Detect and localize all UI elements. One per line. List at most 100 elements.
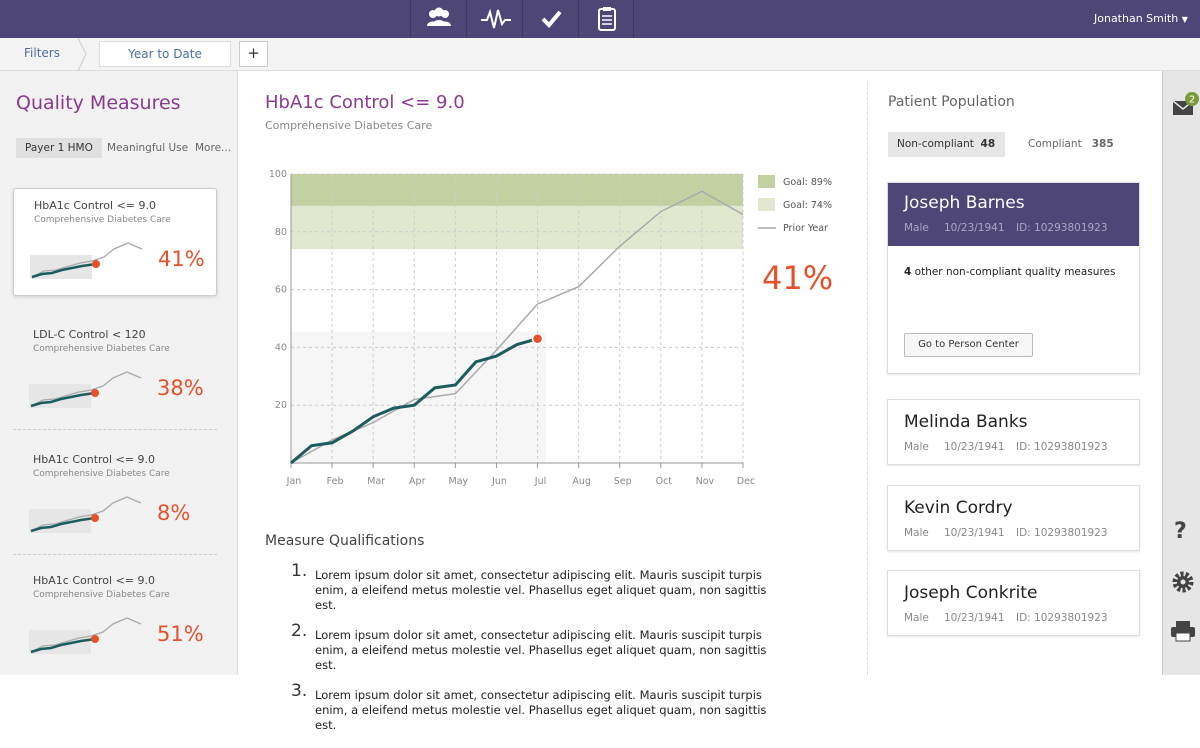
sidebar-title: Quality Measures [16,92,181,114]
x-tick-label: Jan [286,476,302,487]
x-tick-label: May [449,476,469,487]
measure-card[interactable]: LDL-C Control < 120 Comprehensive Diabete… [13,318,217,426]
detail-text: 4 other non-compliant quality measures [904,266,1115,278]
x-tick-label: Mar [367,476,385,487]
tab[interactable]: Non-compliant 48 [888,132,1005,157]
patient-name: Joseph Conkrite [904,583,1038,603]
x-tick-label: Feb [327,476,344,487]
y-tick-label: 60 [275,285,287,296]
patient-dob: 10/23/1941 [944,527,1005,539]
measure-card[interactable]: HbA1c Control <= 9.0 Comprehensive Diabet… [13,188,217,296]
tab[interactable]: Payer 1 HMO [16,138,102,158]
data-line [290,337,538,465]
x-tick-label: Apr [409,476,426,487]
people-button[interactable] [410,0,466,38]
patient-sex: Male [904,527,929,539]
card-value: 41% [158,247,205,271]
x-tick-label: Sep [614,476,632,487]
patient-id: ID: 10293801923 [1016,527,1108,539]
x-tick-label: Oct [656,476,673,487]
card-subtitle: Comprehensive Diabetes Care [34,215,171,225]
patient-name: Melinda Banks [904,412,1028,432]
patient-name: Kevin Cordry [904,498,1013,518]
add-button[interactable]: + [239,41,268,67]
tab[interactable]: More... [195,142,232,154]
tab-label: Non-compliant [897,138,974,150]
vitals-button[interactable] [466,0,522,38]
detail-label: other non-compliant quality measures [911,266,1116,278]
tab-count: 48 [980,138,996,150]
tab[interactable]: Meaningful Use [107,142,189,154]
y-tick-label: 100 [269,169,287,180]
patient-card[interactable]: Joseph Barnes Male 10/23/1941 ID: 102938019… [887,182,1140,374]
tasks-button[interactable] [522,0,578,38]
sparkline [29,371,142,408]
x-tick-label: Nov [696,476,715,487]
legend-label: Prior Year [783,223,828,234]
chart-subtitle: Comprehensive Diabetes Care [265,119,433,132]
card-value: 8% [157,501,191,525]
print-button[interactable] [1170,619,1196,643]
tab-count: 385 [1091,138,1114,150]
patient-sex: Male [904,222,929,234]
measure-card[interactable]: HbA1c Control <= 9.0 Comprehensive Diabet… [13,443,217,551]
help-button[interactable]: ? [1174,519,1187,544]
patient-dob: 10/23/1941 [944,222,1005,234]
tab-label: Compliant [1028,138,1082,150]
patient-sex: Male [904,612,929,624]
legend-label: Goal: 74% [783,200,832,211]
mail-button[interactable]: 2 [1172,91,1200,121]
user-name: Jonathan Smith [1094,12,1179,25]
measure-card[interactable]: HbA1c Control <= 9.0 Comprehensive Diabet… [13,564,217,672]
end-point [531,332,544,345]
patient-name: Joseph Barnes [904,193,1025,213]
chart: 20 40 60 80 100 Jan Feb Mar Apr May Jun Jul Aug Sep Oc… [269,169,833,487]
detail-count: 4 [904,266,912,278]
panel-title: Patient Population [888,94,1015,110]
tab[interactable]: Compliant 385 [1028,132,1114,157]
patient-id: ID: 10293801923 [1016,441,1108,453]
card-subtitle: Comprehensive Diabetes Care [33,590,170,600]
legend-swatch [758,175,775,188]
section-title: Measure Qualifications [265,533,425,549]
patient-dob: 10/23/1941 [944,612,1005,624]
qualification: Lorem ipsum dolor sit amet, consectetur … [291,564,767,612]
chart-title: HbA1c Control <= 9.0 [265,92,465,113]
y-tick-label: 20 [275,400,287,411]
qualification: Lorem ipsum dolor sit amet, consectetur … [291,624,767,672]
patient-sex: Male [904,441,929,453]
card-title: LDL-C Control < 120 [33,328,146,341]
legend-label: Goal: 89% [783,177,832,188]
x-tick-label: Jun [491,476,507,487]
card-value: 38% [157,376,204,400]
x-tick-label: Jul [534,476,546,487]
patient-card[interactable]: Melinda Banks Male 10/23/1941 ID: 102938019… [887,399,1140,465]
goal-band [291,174,743,206]
legend-swatch [758,198,775,211]
card-title: HbA1c Control <= 9.0 [34,199,157,212]
user-menu[interactable]: Jonathan Smith ▼ [1094,12,1188,25]
patient-card[interactable]: Kevin Cordry Male 10/23/1941 ID: 1029380192… [887,485,1140,551]
sparkline [29,496,142,533]
patient-header [888,183,1139,246]
settings-button[interactable] [1171,570,1195,594]
clipboard-button[interactable] [578,0,634,38]
divider [867,82,868,675]
separator [13,429,217,430]
chart-annotation: 41% [762,259,833,297]
period-select[interactable]: Year to Date [99,41,231,67]
filters[interactable]: Filters [24,46,60,60]
person-center-button[interactable]: Go to Person Center [904,333,1033,357]
patient-card[interactable]: Joseph Conkrite Male 10/23/1941 ID: 1029380… [887,570,1140,636]
sparkline [29,617,142,654]
separator [13,554,217,555]
card-title: HbA1c Control <= 9.0 [33,453,156,466]
card-title: HbA1c Control <= 9.0 [33,574,156,587]
card-subtitle: Comprehensive Diabetes Care [33,469,170,479]
card-value: 51% [157,622,204,646]
icon-rail: 2 ? [1162,71,1200,675]
qualification: Lorem ipsum dolor sit amet, consectetur … [291,684,767,732]
x-tick-label: Dec [737,476,755,487]
filter-bar: Filters Year to Date + [0,38,1200,71]
sidebar: Quality Measures Payer 1 HMO Meaningful … [0,71,238,675]
